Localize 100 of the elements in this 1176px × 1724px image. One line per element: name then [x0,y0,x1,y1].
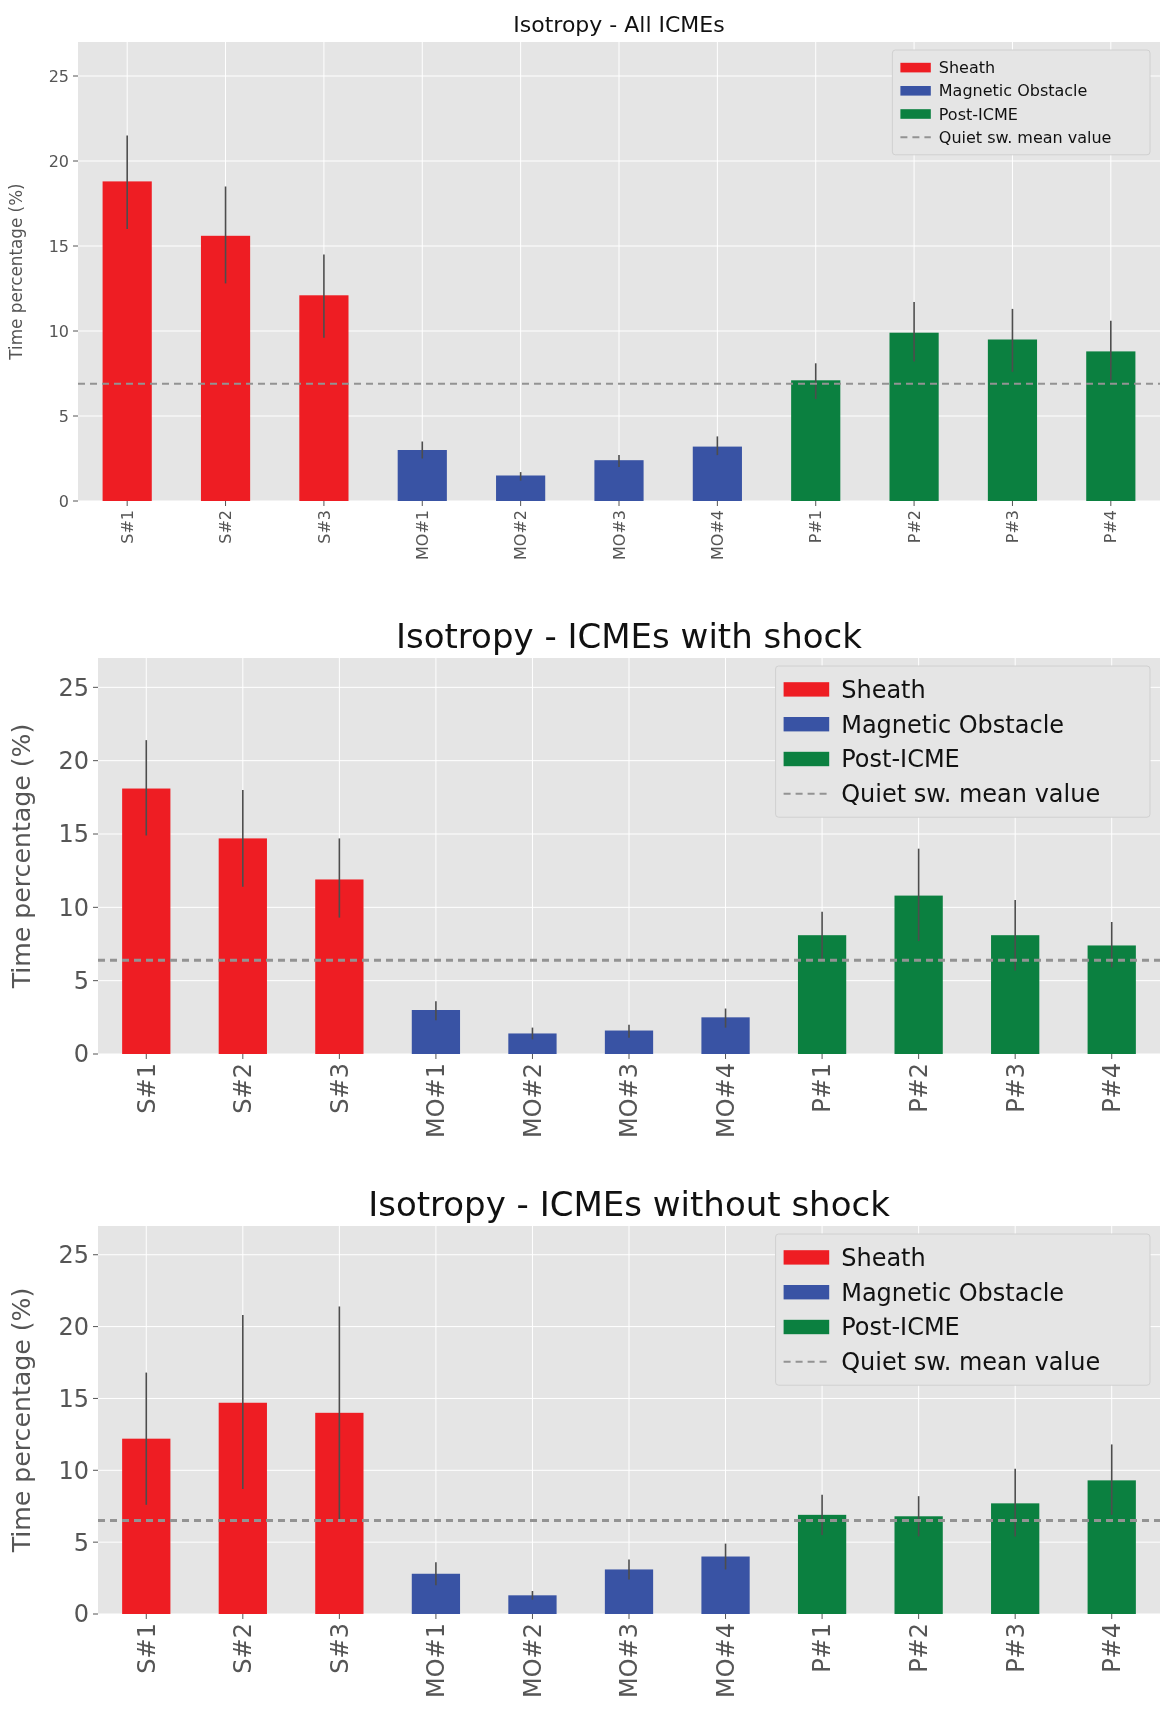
bar [604,1030,654,1054]
x-tick-label: P#4 [1098,1623,1127,1673]
x-tick-label: MO#3 [609,510,629,560]
x-tick-label: MO#1 [422,1063,451,1138]
x-tick-label: P#3 [1001,1623,1030,1673]
bar [496,475,546,501]
legend-label: Sheath [938,58,996,78]
x-tick-label: P#1 [808,1063,837,1113]
x-tick-label: P#2 [905,1623,934,1673]
bar [987,339,1038,501]
y-tick-label: 5 [73,967,89,996]
x-tick-label: MO#2 [518,1063,547,1138]
bar [508,1033,557,1054]
legend-label: Post-ICME [938,104,1018,124]
y-tick-label: 15 [58,1384,89,1413]
legend-label: Quiet sw. mean value [841,1348,1101,1377]
bar [797,1514,847,1614]
bar [411,1573,461,1614]
legend-label: Quiet sw. mean value [841,780,1101,809]
y-axis-title: Time percentage (%) [6,183,27,361]
x-tick-label: P#1 [806,510,826,544]
y-tick-label: 0 [73,1600,89,1629]
x-tick-label: S#2 [216,510,236,544]
bar [1086,351,1136,501]
y-tick-label: 5 [73,1528,89,1557]
bar [1087,945,1136,1054]
y-axis-title: Time percentage (%) [6,723,36,990]
x-tick-label: MO#2 [518,1623,547,1698]
bar [604,1569,654,1614]
y-tick-label: 15 [58,820,89,849]
chart-title: Isotropy - All ICMEs [513,12,725,37]
bar [200,235,251,501]
bar [701,1556,750,1614]
legend-label: Sheath [841,1243,926,1272]
x-tick-label: S#3 [325,1063,354,1114]
x-tick-label: P#4 [1101,510,1121,544]
x-tick-label: S#2 [229,1623,258,1674]
y-tick-label: 5 [58,406,69,426]
x-tick-label: MO#4 [711,1063,740,1138]
bar [797,935,847,1054]
legend-label: Post-ICME [841,1313,960,1342]
x-tick-label: MO#4 [711,1623,740,1698]
bar [791,380,841,501]
legend-label: Magnetic Obstacle [938,81,1088,101]
bar [122,1438,171,1614]
bar [397,450,447,501]
y-tick-label: 25 [58,1241,89,1270]
x-tick-label: MO#1 [422,1623,451,1698]
legend-label: Magnetic Obstacle [841,710,1065,739]
x-tick-label: MO#4 [707,510,727,560]
x-tick-label: S#1 [132,1063,161,1114]
x-tick-label: S#3 [325,1623,354,1674]
bar [508,1595,557,1614]
bar [991,935,1040,1054]
y-tick-label: 0 [58,491,69,511]
bar [122,788,171,1054]
x-tick-label: S#2 [229,1063,258,1114]
bar [315,879,364,1054]
y-tick-label: 20 [58,1312,89,1341]
chart-title: Isotropy - ICMEs with shock [396,616,863,656]
bar [889,332,939,501]
bar [299,295,349,501]
y-tick-label: 0 [73,1040,89,1069]
x-tick-label: P#2 [904,510,924,544]
bar [218,838,267,1054]
x-tick-label: MO#2 [511,510,531,560]
legend-label: Post-ICME [841,745,960,774]
x-tick-label: MO#3 [615,1063,644,1138]
y-tick-label: 20 [48,151,69,171]
y-tick-label: 10 [58,1456,89,1485]
bar [315,1412,364,1614]
bar [991,1503,1040,1614]
bar [894,1516,943,1614]
bar [692,446,742,501]
legend-label: Quiet sw. mean value [938,127,1112,147]
y-axis-title: Time percentage (%) [6,1287,36,1554]
x-tick-label: S#1 [117,510,137,544]
bar [594,460,644,501]
x-tick-label: P#2 [905,1063,934,1113]
bar [411,1010,461,1054]
y-tick-label: 15 [48,236,69,256]
chart-title: Isotropy - ICMEs without shock [368,1184,891,1224]
y-tick-label: 25 [58,673,89,702]
bar [894,895,943,1054]
y-tick-label: 10 [48,321,69,341]
x-tick-label: P#4 [1098,1063,1127,1113]
x-tick-label: MO#1 [412,510,432,560]
y-tick-label: 10 [58,893,89,922]
x-tick-label: P#3 [1003,510,1023,544]
x-tick-label: S#3 [314,510,334,544]
legend-label: Magnetic Obstacle [841,1278,1065,1307]
bar [701,1017,750,1054]
bar [218,1402,267,1614]
x-tick-label: S#1 [132,1623,161,1674]
bar [102,181,152,501]
y-tick-label: 25 [48,66,69,86]
x-tick-label: P#1 [808,1623,837,1673]
x-tick-label: P#3 [1001,1063,1030,1113]
x-tick-label: MO#3 [615,1623,644,1698]
bar [1087,1480,1136,1614]
